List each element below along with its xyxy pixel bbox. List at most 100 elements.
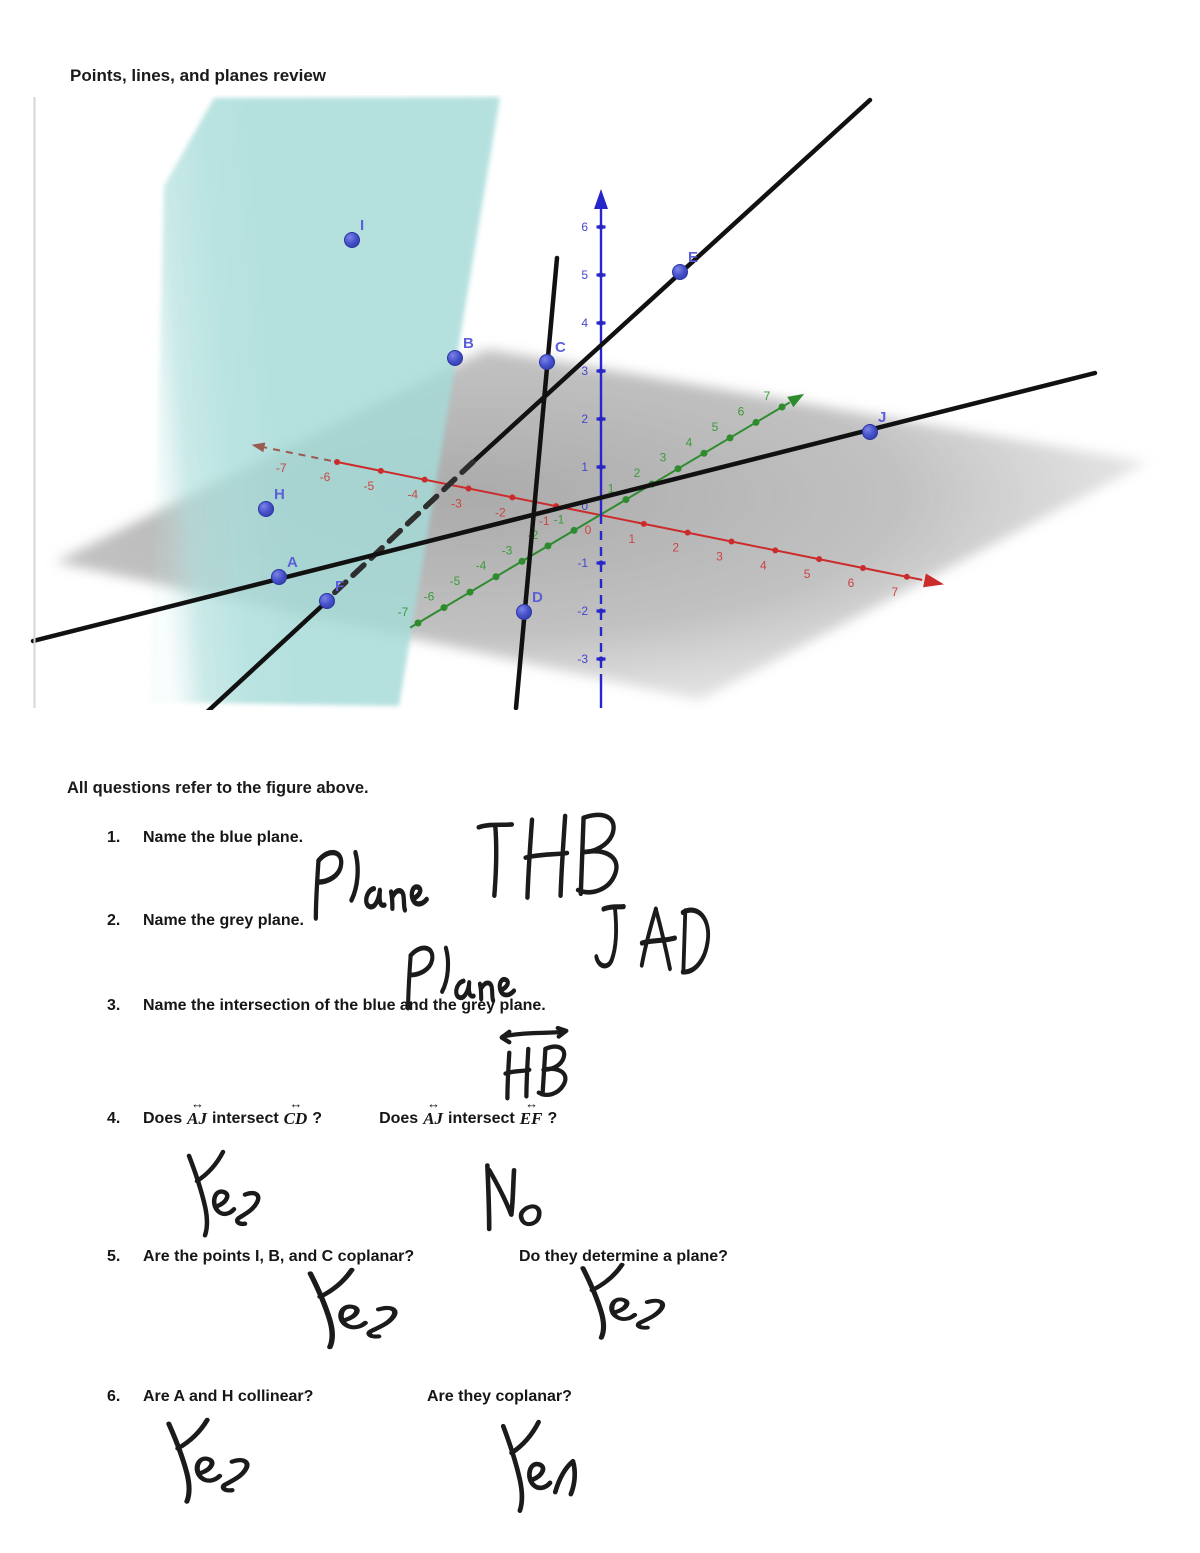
question-4: 4. Does ↔ AJ intersect ↔ CD ? Does ↔ AJ int…	[107, 1096, 557, 1128]
x-axis-label: 2	[672, 541, 679, 555]
question-3-number: 3.	[107, 997, 121, 1014]
question-1-number: 1.	[107, 829, 121, 846]
handwriting-svg	[313, 812, 619, 921]
y-axis-label: -1	[554, 512, 565, 526]
x-axis-label: -7	[276, 461, 287, 475]
x-axis-label: -1	[539, 514, 550, 528]
handwritten-answer-q5a	[303, 1267, 438, 1350]
question-4-part1-mid: intersect	[211, 1110, 279, 1127]
handwritten-word-JAD	[594, 904, 711, 975]
x-axis-label: -6	[320, 470, 331, 484]
handwritten-word-Yes	[307, 1267, 398, 1350]
y-axis-label: -7	[398, 605, 409, 619]
x-axis-tick	[377, 467, 384, 474]
x-axis-label: -3	[451, 497, 462, 511]
question-2-text: Name the grey plane.	[143, 912, 304, 929]
line-notation-AJ: ↔ AJ	[187, 1096, 207, 1128]
y-axis-tick	[518, 557, 526, 565]
z-axis-tick-dot	[598, 560, 604, 566]
line-AJ	[30, 370, 1098, 644]
x-axis-label: 6	[848, 576, 855, 590]
x-axis-negative-arrowhead	[251, 442, 266, 453]
z-axis-label: -2	[577, 604, 588, 618]
double-arrow-icon: ↔	[525, 1096, 538, 1111]
question-4-part1-post: ?	[312, 1110, 323, 1127]
z-axis-label: 5	[581, 268, 588, 282]
z-axis-label: 4	[581, 316, 588, 330]
point-label-C: C	[555, 339, 566, 356]
y-axis-label: -3	[502, 543, 513, 557]
question-2-number: 2.	[107, 912, 121, 929]
x-axis-tick	[334, 459, 341, 466]
x-axis-tick	[728, 538, 735, 545]
point-label-D: D	[532, 589, 543, 606]
y-axis-label: 4	[686, 435, 693, 449]
double-arrow-icon: ↔	[427, 1096, 440, 1111]
y-axis-label: 5	[712, 420, 719, 434]
z-axis-tick-dot	[598, 320, 604, 326]
question-6-text2: Are they coplanar?	[427, 1388, 572, 1405]
y-axis-tick	[466, 588, 474, 596]
page-title: Points, lines, and planes review	[70, 66, 327, 85]
x-axis-arrowhead	[923, 573, 945, 588]
handwritten-answer-q1	[295, 808, 640, 930]
line-notation-CD: ↔ CD	[283, 1096, 308, 1128]
handwriting-svg	[406, 904, 711, 1011]
x-axis-label: 4	[760, 558, 767, 572]
z-axis-tick-dot	[598, 368, 604, 374]
x-axis-tick	[465, 485, 472, 492]
handwritten-answer-q4b	[480, 1162, 554, 1232]
question-2: 2. Name the grey plane.	[107, 912, 304, 930]
z-axis-label: 2	[581, 412, 588, 426]
point-H	[258, 501, 274, 517]
point-label-I: I	[360, 217, 364, 234]
handwritten-word-IHB	[476, 812, 619, 900]
line-EF-lower	[205, 600, 328, 710]
line-EF-upper	[470, 97, 873, 465]
x-axis-label: -4	[407, 488, 418, 502]
point-C	[539, 354, 555, 370]
question-4-number: 4.	[107, 1110, 121, 1127]
question-1: 1. Name the blue plane.	[107, 829, 303, 847]
z-axis-label: -3	[577, 652, 588, 666]
question-4-part2-pre: Does	[379, 1110, 419, 1127]
handwritten-word-Yes	[166, 1417, 250, 1504]
line-notation-AJ: ↔ AJ	[423, 1096, 444, 1128]
z-axis-tick-dot	[598, 608, 604, 614]
x-axis-tick	[772, 547, 779, 554]
y-axis-tick	[622, 496, 630, 504]
point-A	[271, 569, 287, 585]
y-axis-tick	[752, 418, 760, 426]
question-5-text: Are the points I, B, and C coplanar?	[143, 1248, 415, 1265]
point-label-J: J	[878, 409, 886, 426]
z-axis-tick-dot	[598, 416, 604, 422]
handwritten-answer-q6b	[497, 1419, 612, 1514]
point-E	[672, 264, 688, 280]
y-axis-tick	[440, 604, 448, 612]
x-axis-label: -5	[364, 479, 375, 493]
x-axis-tick	[859, 564, 866, 571]
x-axis-label: 5	[804, 567, 811, 581]
handwriting-svg	[500, 1419, 578, 1513]
handwritten-word-Yes2	[500, 1419, 578, 1513]
y-axis-arrowhead	[787, 393, 805, 408]
y-axis-label: 2	[634, 466, 641, 480]
handwritten-answer-q4a	[183, 1149, 295, 1238]
figure-svg: -7 -6 -5 -4 -3 -2 -1 0 1 2 3 4 5 6 7 -7 -6 -5 -4 -3 -2 -1 1 2 3 4…	[30, 97, 1148, 710]
question-1-text: Name the blue plane.	[143, 829, 304, 846]
point-label-A: A	[287, 554, 298, 571]
question-5-number: 5.	[107, 1248, 121, 1265]
question-3: 3. Name the intersection of the blue and …	[107, 997, 546, 1015]
double-arrow-icon: ↔	[289, 1096, 302, 1111]
y-axis-label: -5	[450, 574, 461, 588]
x-axis-label: 1	[628, 532, 635, 546]
x-axis-label: -2	[495, 505, 506, 519]
question-5-text2: Do they determine a plane?	[519, 1248, 728, 1265]
z-axis-tick-dot	[598, 224, 604, 230]
z-axis-arrowhead	[594, 189, 608, 209]
handwriting-svg	[186, 1149, 261, 1238]
x-axis-tick	[816, 556, 823, 563]
handwritten-word-Plane	[313, 849, 429, 921]
point-J	[862, 424, 878, 440]
